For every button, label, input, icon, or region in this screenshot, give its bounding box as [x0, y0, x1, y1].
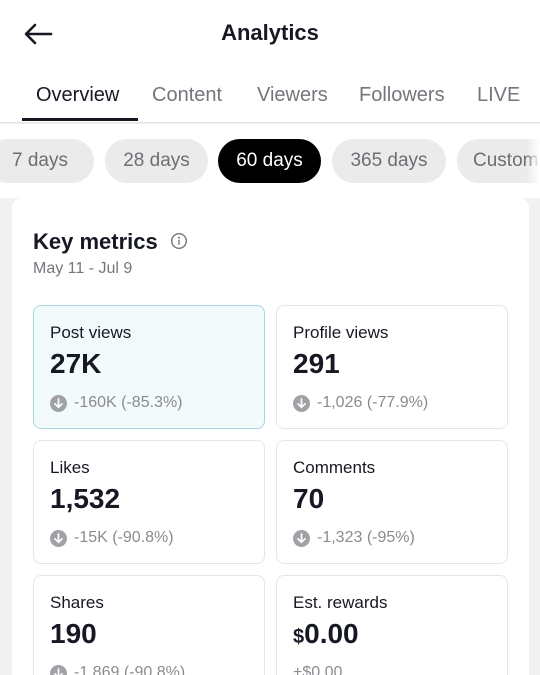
range-60-days[interactable]: 60 days	[218, 139, 321, 183]
metric-card-est-rewards[interactable]: Est. rewards $0.00 +$0.00	[276, 575, 508, 675]
metric-change: -1,869 (-90.8%)	[50, 664, 185, 675]
tab-bar: Overview Content Viewers Followers LIVE	[0, 70, 540, 123]
arrow-down-circle-icon	[293, 529, 310, 547]
header: Analytics	[0, 0, 540, 70]
metric-label: Post views	[50, 323, 132, 342]
arrow-down-circle-icon	[293, 394, 310, 412]
page-title: Analytics	[221, 20, 319, 45]
range-365-days[interactable]: 365 days	[332, 139, 446, 183]
metric-change: -15K (-90.8%)	[50, 529, 174, 547]
metric-change: -1,026 (-77.9%)	[293, 394, 428, 412]
metric-card-post-views[interactable]: Post views 27K -160K (-85.3%)	[33, 305, 265, 429]
metric-label: Likes	[50, 458, 90, 477]
arrow-down-circle-icon	[50, 529, 67, 547]
metric-card-shares[interactable]: Shares 190 -1,869 (-90.8%)	[33, 575, 265, 675]
currency-symbol: $	[293, 626, 305, 648]
metric-label: Shares	[50, 593, 104, 612]
metric-change-text: -1,323 (-95%)	[317, 529, 415, 546]
metric-value: $0.00	[293, 618, 359, 650]
date-range-selector: 7 days 28 days 60 days 365 days Custom	[0, 124, 540, 198]
range-7-days[interactable]: 7 days	[0, 139, 94, 183]
metric-change-text: +$0.00	[293, 664, 343, 675]
metric-value-amount: 0.00	[304, 618, 359, 649]
metric-change-text: -1,026 (-77.9%)	[317, 394, 429, 411]
metric-value: 1,532	[50, 483, 121, 514]
metric-change: -1,323 (-95%)	[293, 529, 415, 547]
metric-value: 291	[293, 348, 340, 379]
arrow-down-circle-icon	[50, 664, 67, 675]
metric-change-text: -160K (-85.3%)	[74, 394, 183, 411]
metric-value: 190	[50, 618, 97, 649]
range-scroll-fade	[526, 124, 540, 198]
info-icon[interactable]	[170, 232, 188, 250]
tab-content[interactable]: Content	[152, 84, 223, 106]
metric-change-text: -15K (-90.8%)	[74, 529, 174, 546]
metric-value: 27K	[50, 348, 102, 379]
key-metrics-title: Key metrics	[33, 229, 158, 254]
tab-viewers[interactable]: Viewers	[257, 84, 328, 106]
arrow-down-circle-icon	[50, 394, 67, 412]
metric-change: -160K (-85.3%)	[50, 394, 183, 412]
metric-label: Profile views	[293, 323, 389, 342]
back-button[interactable]	[18, 14, 58, 54]
tab-overview[interactable]: Overview	[36, 84, 120, 106]
tab-followers[interactable]: Followers	[359, 84, 445, 106]
metric-card-comments[interactable]: Comments 70 -1,323 (-95%)	[276, 440, 508, 564]
arrow-left-icon	[24, 23, 53, 45]
date-range-label: May 11 - Jul 9	[33, 260, 133, 277]
metric-label: Comments	[293, 458, 376, 477]
metric-value: 70	[293, 483, 325, 514]
metric-change-text: -1,869 (-90.8%)	[74, 664, 186, 675]
range-28-days[interactable]: 28 days	[105, 139, 208, 183]
active-tab-indicator	[22, 118, 138, 121]
tab-scroll-fade	[516, 70, 540, 122]
metric-card-likes[interactable]: Likes 1,532 -15K (-90.8%)	[33, 440, 265, 564]
key-metrics-card: Key metrics May 11 - Jul 9 Post views 27…	[12, 198, 529, 675]
metric-label: Est. rewards	[293, 593, 388, 612]
tab-live[interactable]: LIVE	[477, 84, 521, 106]
metric-card-profile-views[interactable]: Profile views 291 -1,026 (-77.9%)	[276, 305, 508, 429]
metric-change: +$0.00	[293, 664, 342, 675]
